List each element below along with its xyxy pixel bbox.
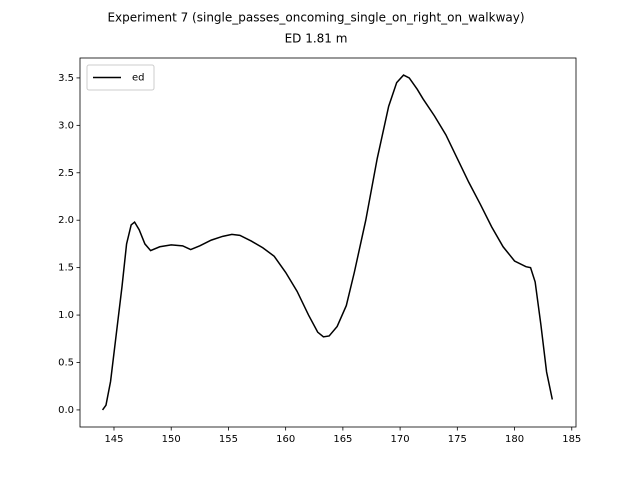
y-tick-label: 3.5 <box>58 73 74 84</box>
chart-title: Experiment 7 (single_passes_oncoming_sin… <box>107 11 524 25</box>
x-tick-label: 145 <box>104 434 123 445</box>
x-tick-label: 180 <box>505 434 524 445</box>
x-tick-label: 165 <box>333 434 352 445</box>
y-tick-label: 0.5 <box>58 357 74 368</box>
x-tick-label: 170 <box>391 434 410 445</box>
y-tick-label: 3.0 <box>58 120 74 131</box>
chart-subtitle: ED 1.81 m <box>285 32 348 46</box>
x-tick-label: 155 <box>219 434 238 445</box>
legend-label: ed <box>132 73 145 84</box>
line <box>101 74 554 411</box>
plot-frame <box>79 57 577 428</box>
y-tick-label: 1.5 <box>58 263 74 274</box>
y-tick-label: 2.5 <box>58 168 74 179</box>
y-tick-label: 1.0 <box>58 310 74 321</box>
y-tick-label: 2.0 <box>58 215 74 226</box>
x-tick-label: 150 <box>162 434 181 445</box>
x-tick-label: 160 <box>276 434 295 445</box>
y-tick-label: 0.0 <box>58 405 74 416</box>
x-tick-label: 185 <box>562 434 581 445</box>
x-tick-label: 175 <box>448 434 467 445</box>
